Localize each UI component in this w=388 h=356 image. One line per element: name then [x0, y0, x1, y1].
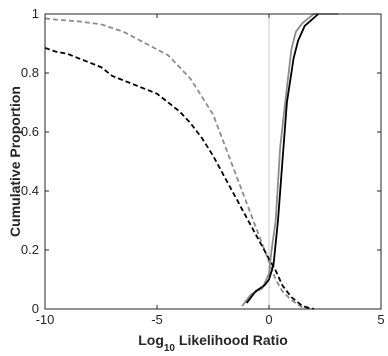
series-line-1 — [44, 17, 314, 310]
series-line-2 — [44, 47, 315, 310]
tick-layer: -10 -5 0 5 0 0.2 0.4 0.6 0.8 1 — [21, 6, 385, 327]
series-line-3 — [241, 13, 339, 307]
x-tick-label: -5 — [151, 312, 163, 327]
x-axis-label-subscript: 10 — [164, 343, 176, 352]
plot-frame — [44, 13, 382, 310]
y-tick-label: 0.6 — [21, 124, 39, 139]
x-tick-label: 0 — [265, 312, 272, 327]
x-axis-label-base: Log — [138, 332, 164, 348]
series-line-4 — [245, 13, 319, 304]
y-tick-label: 0 — [32, 301, 39, 316]
y-tick-label: 1 — [32, 6, 39, 21]
y-tick-label: 0.2 — [21, 242, 39, 257]
x-tick-label: 5 — [377, 312, 384, 327]
y-axis-label: Cumulative Proportion — [7, 86, 23, 237]
x-axis-label-rest: Likelihood Ratio — [175, 332, 288, 348]
y-tick-label: 0.4 — [21, 183, 39, 198]
x-axis-label: Log10 Likelihood Ratio — [138, 332, 288, 351]
x-tick-label: -10 — [36, 312, 55, 327]
y-tick-label: 0.8 — [21, 65, 39, 80]
series-layer — [44, 13, 339, 310]
